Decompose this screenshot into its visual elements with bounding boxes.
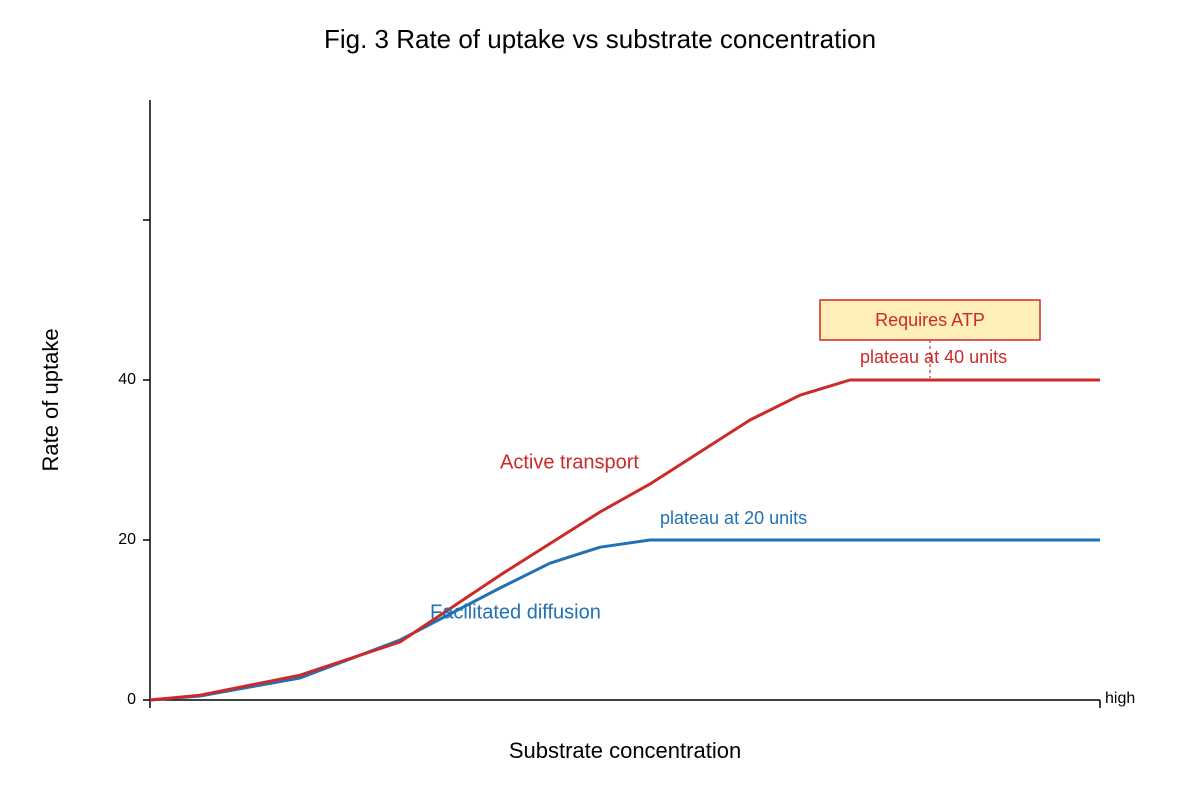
annotation: plateau at 20 units bbox=[660, 508, 807, 528]
chart-title: Fig. 3 Rate of uptake vs substrate conce… bbox=[324, 24, 876, 54]
annotation: Requires ATP bbox=[875, 310, 985, 330]
x-axis-label: Substrate concentration bbox=[509, 738, 741, 763]
series-line bbox=[149, 378, 1100, 702]
y-tick-label: 0 bbox=[127, 691, 136, 708]
y-tick-label: 40 bbox=[118, 371, 136, 388]
y-axis-label: Rate of uptake bbox=[38, 328, 63, 471]
series-label: Facilitated diffusion bbox=[430, 601, 601, 623]
annotation-box bbox=[819, 299, 1041, 341]
series-label: Active transport bbox=[500, 451, 639, 473]
x-tick-label: high bbox=[1105, 690, 1135, 707]
annotation: plateau at 40 units bbox=[860, 347, 1007, 367]
y-tick-label: 20 bbox=[118, 531, 136, 548]
